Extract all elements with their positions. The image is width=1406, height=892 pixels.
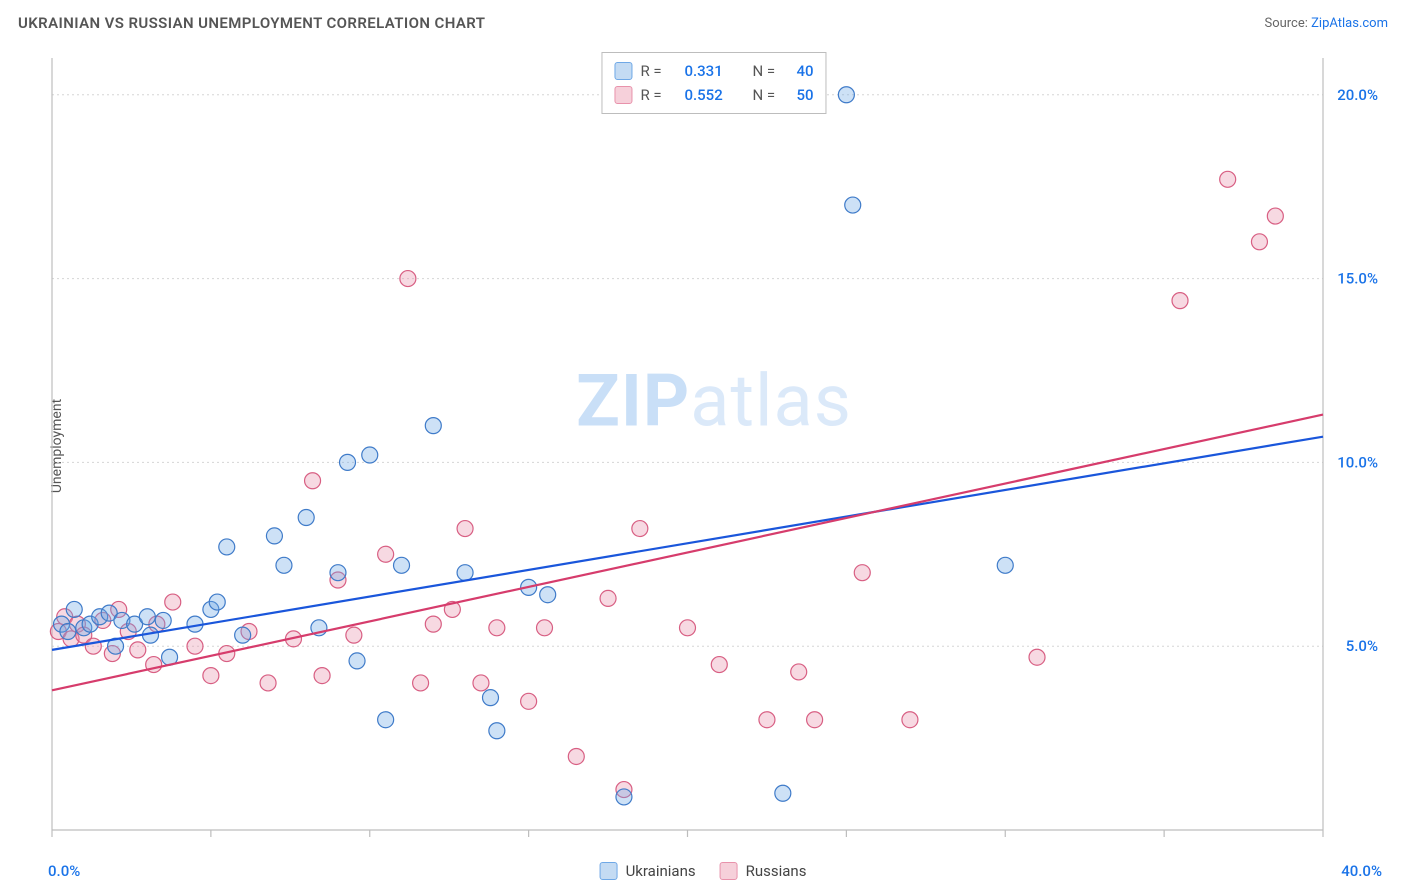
- chart-container: UKRAINIAN VS RUSSIAN UNEMPLOYMENT CORREL…: [0, 0, 1406, 892]
- svg-text:20.0%: 20.0%: [1337, 86, 1378, 104]
- legend-row-1: R = 0.331 N = 40: [614, 59, 813, 83]
- legend-swatch-2: [614, 86, 632, 104]
- legend-row-2: R = 0.552 N = 50: [614, 83, 813, 107]
- legend-correlation-box: R = 0.331 N = 40 R = 0.552 N = 50: [601, 52, 826, 114]
- legend-swatch-1: [614, 62, 632, 80]
- svg-text:15.0%: 15.0%: [1337, 270, 1378, 288]
- source-link[interactable]: ZipAtlas.com: [1311, 16, 1388, 31]
- legend-series-label-2: Russians: [746, 862, 807, 880]
- chart-plot-area: ZIPatlas R = 0.331 N = 40 R = 0.552 N = …: [40, 48, 1388, 850]
- svg-text:10.0%: 10.0%: [1337, 453, 1378, 471]
- legend-series: Ukrainians Russians: [600, 862, 807, 880]
- legend-series-1: Ukrainians: [600, 862, 696, 880]
- source-label: Source: ZipAtlas.com: [1264, 16, 1388, 31]
- chart-header: UKRAINIAN VS RUSSIAN UNEMPLOYMENT CORREL…: [0, 0, 1406, 40]
- chart-title: UKRAINIAN VS RUSSIAN UNEMPLOYMENT CORREL…: [18, 14, 485, 32]
- x-axis-min-label: 0.0%: [48, 862, 80, 880]
- legend-series-swatch-1: [600, 862, 618, 880]
- x-axis-max-label: 40.0%: [1341, 862, 1382, 880]
- svg-text:5.0%: 5.0%: [1346, 637, 1378, 655]
- chart-svg: 5.0% 10.0% 15.0% 20.0%: [40, 48, 1388, 850]
- legend-series-2: Russians: [720, 862, 807, 880]
- legend-series-label-1: Ukrainians: [626, 862, 696, 880]
- legend-series-swatch-2: [720, 862, 738, 880]
